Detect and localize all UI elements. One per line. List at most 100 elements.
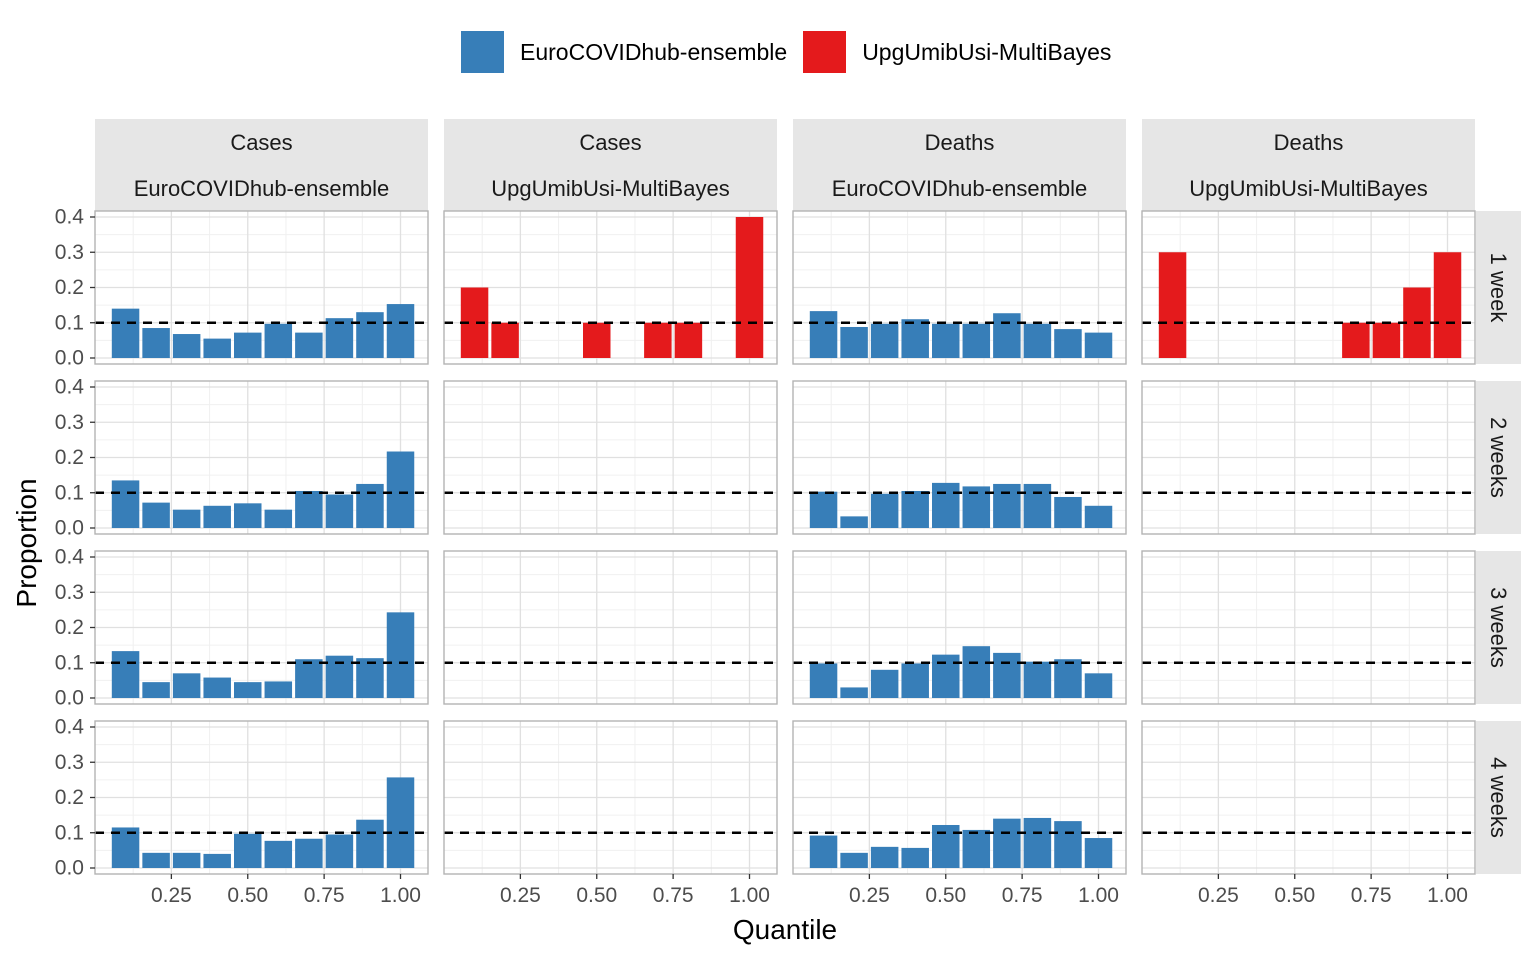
- col-strip-top-label-1: Cases: [230, 130, 292, 155]
- y-tick-label: 0.1: [55, 651, 84, 674]
- bar: [870, 846, 899, 868]
- row-strip-1: [1476, 211, 1521, 364]
- bar: [932, 654, 960, 698]
- bar: [1158, 252, 1187, 358]
- col-strip-bottom-4: [1142, 165, 1475, 211]
- bar: [901, 663, 929, 698]
- x-tick-label: 0.25: [500, 884, 541, 907]
- x-tick-label: 0.75: [653, 884, 694, 907]
- bar: [295, 332, 323, 358]
- col-strip-top-label-3: Deaths: [925, 130, 995, 155]
- y-tick-label: 0.0: [55, 347, 84, 370]
- bar: [583, 322, 611, 358]
- legend: EuroCOVIDhub-ensemble UpgUmibUsi-MultiBa…: [461, 31, 1127, 73]
- col-strip-bottom-label-1: EuroCOVIDhub-ensemble: [134, 176, 390, 201]
- bar: [962, 323, 991, 358]
- bar: [111, 480, 140, 528]
- panel-border: [443, 550, 778, 705]
- bar: [295, 838, 323, 868]
- x-tick-label: 0.50: [925, 884, 966, 907]
- bar: [809, 663, 838, 698]
- col-strip-bottom-label-2: UpgUmibUsi-MultiBayes: [491, 176, 729, 201]
- x-tick-label: 1.00: [380, 884, 421, 907]
- bar: [809, 491, 838, 528]
- bar: [1084, 505, 1113, 528]
- panel-border: [443, 210, 778, 365]
- bar: [901, 847, 929, 868]
- bar: [1054, 821, 1082, 868]
- bar: [203, 853, 231, 868]
- col-strip-bottom-1: [95, 165, 428, 211]
- bar: [325, 318, 354, 358]
- x-tick-label: 0.50: [576, 884, 617, 907]
- bar: [386, 777, 415, 868]
- bar: [111, 308, 140, 358]
- bar: [203, 677, 231, 698]
- y-tick-label: 0.2: [55, 446, 84, 469]
- bar: [840, 687, 868, 698]
- col-strip-bottom-label-4: UpgUmibUsi-MultiBayes: [1189, 176, 1427, 201]
- bar: [386, 304, 415, 358]
- row-strip-2: [1476, 381, 1521, 534]
- bar: [111, 827, 140, 868]
- y-tick-label: 0.4: [55, 546, 85, 569]
- bar: [901, 490, 929, 528]
- legend-swatch-multibayes: [803, 31, 847, 73]
- bar: [932, 323, 960, 358]
- y-tick-label: 0.3: [55, 581, 84, 604]
- y-tick-label: 0.3: [55, 411, 84, 434]
- panel-border: [792, 550, 1127, 705]
- bar: [962, 829, 991, 868]
- legend-item-multibayes: UpgUmibUsi-MultiBayes: [803, 31, 1111, 73]
- y-tick-label: 0.1: [55, 821, 84, 844]
- x-tick-label: 0.25: [151, 884, 192, 907]
- x-tick-label: 1.00: [1078, 884, 1119, 907]
- bar: [142, 852, 170, 868]
- bar: [993, 313, 1021, 358]
- bar: [234, 682, 262, 698]
- bar: [172, 509, 201, 528]
- bar: [870, 669, 899, 698]
- x-tick-label: 0.75: [1002, 884, 1043, 907]
- bar: [644, 322, 672, 358]
- bar: [1084, 332, 1113, 358]
- y-tick-label: 0.2: [55, 786, 84, 809]
- bar: [932, 824, 960, 868]
- col-strip-bottom-2: [444, 165, 777, 211]
- bar: [142, 502, 170, 528]
- bar: [111, 651, 140, 698]
- bar: [356, 819, 384, 868]
- bar: [1054, 329, 1082, 358]
- bar: [1023, 661, 1052, 698]
- x-tick-label: 0.75: [304, 884, 345, 907]
- bar: [1054, 496, 1082, 528]
- bar: [295, 659, 323, 698]
- bar: [142, 682, 170, 698]
- x-tick-label: 1.00: [1427, 884, 1468, 907]
- col-strip-top-2: [444, 119, 777, 165]
- y-tick-label: 0.2: [55, 276, 84, 299]
- bar: [264, 840, 293, 868]
- bar: [993, 818, 1021, 868]
- row-strip-label-3-weeks: 3 weeks: [1486, 587, 1511, 668]
- row-strip-label-1-week: 1 week: [1486, 253, 1511, 324]
- bar: [1054, 659, 1082, 698]
- bar: [234, 833, 262, 868]
- bar: [735, 217, 764, 358]
- col-strip-top-3: [793, 119, 1126, 165]
- panel-border: [1141, 720, 1476, 875]
- bar: [386, 451, 415, 528]
- bar: [932, 482, 960, 528]
- y-tick-label: 0.3: [55, 241, 84, 264]
- x-tick-label: 0.50: [227, 884, 268, 907]
- col-strip-top-4: [1142, 119, 1475, 165]
- col-strip-bottom-3: [793, 165, 1126, 211]
- bar: [1023, 817, 1052, 868]
- x-tick-label: 0.75: [1351, 884, 1392, 907]
- bar: [356, 312, 384, 358]
- bar: [203, 338, 231, 358]
- bar: [901, 319, 929, 358]
- row-strip-3: [1476, 551, 1521, 704]
- row-strip-label-2-weeks: 2 weeks: [1486, 417, 1511, 498]
- bar: [264, 509, 293, 528]
